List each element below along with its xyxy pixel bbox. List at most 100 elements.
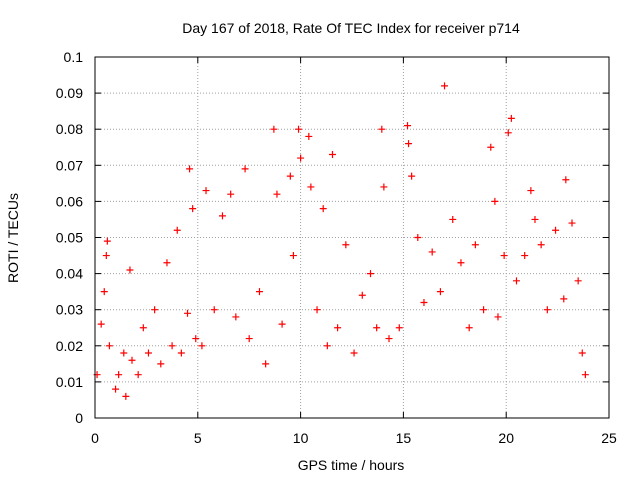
data-point [105, 342, 113, 350]
data-point [385, 335, 393, 343]
data-point [168, 342, 176, 350]
data-point [531, 215, 539, 223]
data-point [491, 197, 499, 205]
y-tick-label: 0.07 [56, 157, 83, 173]
y-tick-label: 0.03 [56, 302, 83, 318]
data-point [543, 306, 551, 314]
data-point [578, 349, 586, 357]
plot-frame [94, 56, 610, 419]
data-point [480, 306, 488, 314]
y-tick-label: 0 [75, 410, 83, 426]
data-point [378, 125, 386, 133]
axis-ticks [94, 56, 610, 419]
data-point [568, 219, 576, 227]
data-point [134, 371, 142, 379]
data-point [184, 309, 192, 317]
data-point [350, 349, 358, 357]
data-point [305, 132, 313, 140]
data-point [115, 371, 123, 379]
data-point [334, 324, 342, 332]
y-tick-label: 0.1 [64, 49, 84, 65]
y-axis-label: ROTI / TECUs [5, 193, 21, 283]
data-point [255, 288, 263, 296]
chart-title: Day 167 of 2018, Rate Of TEC Index for r… [182, 20, 520, 36]
data-point [139, 324, 147, 332]
x-tick-label: 5 [194, 430, 202, 446]
data-point [144, 349, 152, 357]
y-tick-label: 0.04 [56, 266, 83, 282]
data-point [420, 298, 428, 306]
data-point [507, 114, 515, 122]
data-point [198, 342, 206, 350]
data-point [428, 248, 436, 256]
data-point [157, 360, 165, 368]
x-tick-label: 25 [601, 430, 617, 446]
x-tick-label: 20 [498, 430, 514, 446]
data-point [405, 140, 413, 148]
data-point [173, 226, 181, 234]
data-point [537, 241, 545, 249]
data-point [278, 320, 286, 328]
data-point [210, 306, 218, 314]
data-point [202, 187, 210, 195]
data-point [151, 306, 159, 314]
y-tick-label: 0.01 [56, 374, 83, 390]
data-point [103, 237, 111, 245]
data-point [574, 277, 582, 285]
data-point [512, 277, 520, 285]
data-point [527, 187, 535, 195]
data-point [471, 241, 479, 249]
data-point [163, 259, 171, 267]
data-point [270, 125, 278, 133]
data-point [262, 360, 270, 368]
data-point [457, 259, 465, 267]
data-point [227, 190, 235, 198]
data-point [189, 205, 197, 213]
x-tick-label: 0 [91, 430, 99, 446]
data-point [273, 190, 281, 198]
data-point [380, 183, 388, 191]
data-point [562, 176, 570, 184]
data-point [100, 288, 108, 296]
data-point [245, 335, 253, 343]
data-point [414, 234, 422, 241]
data-point [295, 125, 303, 133]
y-tick-label: 0.06 [56, 193, 83, 209]
data-point [323, 342, 331, 350]
data-point [342, 241, 350, 249]
data-point [102, 252, 110, 260]
data-point [395, 324, 403, 332]
data-point [500, 252, 508, 260]
data-point [465, 324, 473, 332]
data-point [521, 252, 529, 260]
data-point [241, 165, 249, 173]
data-point [504, 129, 512, 137]
x-axis-label: GPS time / hours [298, 457, 405, 473]
data-point [408, 172, 416, 180]
data-point [373, 324, 381, 332]
data-point [286, 172, 294, 180]
data-point [367, 270, 375, 278]
data-point [449, 215, 457, 223]
grid-lines [95, 57, 609, 418]
data-point [307, 183, 315, 191]
y-tick-label: 0.02 [56, 338, 83, 354]
x-tick-label: 15 [396, 430, 412, 446]
data-point [112, 385, 120, 393]
data-point [128, 356, 136, 364]
tick-labels: 0 5 10 15 20 25 0 0.01 0.02 0.03 0.04 0.05 0.06 0.07 0… [56, 49, 617, 446]
data-point [186, 165, 194, 173]
data-point [97, 320, 105, 328]
data-point [289, 252, 297, 260]
data-point [319, 205, 327, 213]
data-point [313, 306, 321, 314]
data-point [232, 313, 240, 321]
y-tick-label: 0.05 [56, 230, 83, 246]
data-point [441, 82, 449, 90]
data-point [192, 335, 200, 343]
data-point [177, 349, 185, 357]
data-point [581, 371, 589, 379]
data-point [494, 313, 502, 321]
y-tick-label: 0.09 [56, 85, 83, 101]
